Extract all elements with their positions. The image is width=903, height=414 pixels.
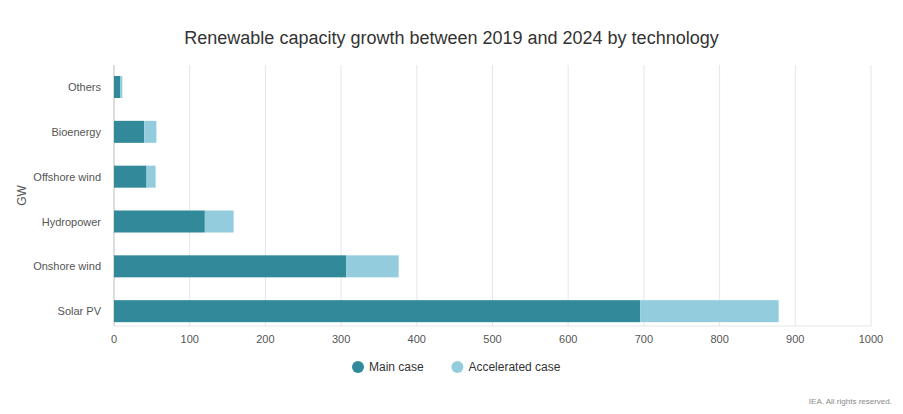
grid-line — [568, 65, 569, 326]
title: Renewable capacity growth between 2019 a… — [184, 28, 718, 48]
x-axis-line — [114, 326, 871, 327]
tick-label: 1000 — [859, 333, 883, 345]
category-label: Hydropower — [42, 216, 102, 228]
source: IEA. All rights reserved. — [809, 397, 892, 406]
bar — [144, 121, 156, 143]
category-label: Others — [68, 81, 102, 93]
grid-line — [341, 65, 342, 326]
category-label: Onshore wind — [33, 260, 101, 272]
legend: Main case Accelerated case — [352, 360, 561, 374]
tick-label: 800 — [710, 333, 728, 345]
tick-label: 500 — [483, 333, 501, 345]
chart-container: Renewable capacity growth between 2019 a… — [0, 0, 903, 414]
legend-label: Accelerated case — [468, 360, 560, 374]
grid-line — [114, 65, 115, 326]
bar — [205, 211, 234, 233]
grid-line — [795, 65, 796, 326]
grid-line — [265, 65, 266, 326]
category-label: Bioenergy — [51, 126, 101, 138]
y-axis-label: GW — [15, 185, 29, 206]
bar — [346, 255, 398, 277]
tick-label: 900 — [786, 333, 804, 345]
bar — [147, 166, 156, 188]
legend-label: Main case — [369, 360, 424, 374]
category-label: Solar PV — [58, 305, 102, 317]
grid-line — [492, 65, 493, 326]
bar — [114, 300, 640, 322]
grid-line — [189, 65, 190, 326]
tick-label: 400 — [408, 333, 426, 345]
tick-label: 100 — [181, 333, 199, 345]
bar — [114, 76, 120, 98]
tick-label: 700 — [635, 333, 653, 345]
bar — [114, 255, 346, 277]
tick-label: 600 — [559, 333, 577, 345]
tick-label: 300 — [332, 333, 350, 345]
bar — [640, 300, 779, 322]
bar — [114, 211, 205, 233]
bars — [114, 76, 779, 322]
grid-line — [719, 65, 720, 326]
tick-label: 200 — [256, 333, 274, 345]
grid-line — [871, 65, 872, 326]
bar — [114, 121, 144, 143]
category-label: Offshore wind — [33, 171, 101, 183]
bar — [114, 166, 147, 188]
bar — [120, 76, 122, 98]
grid-line — [416, 65, 417, 326]
grid-line — [643, 65, 644, 326]
legend-swatch — [451, 361, 463, 373]
legend-swatch — [352, 361, 364, 373]
tick-label: 0 — [111, 333, 117, 345]
chart-svg: Renewable capacity growth between 2019 a… — [0, 0, 903, 414]
